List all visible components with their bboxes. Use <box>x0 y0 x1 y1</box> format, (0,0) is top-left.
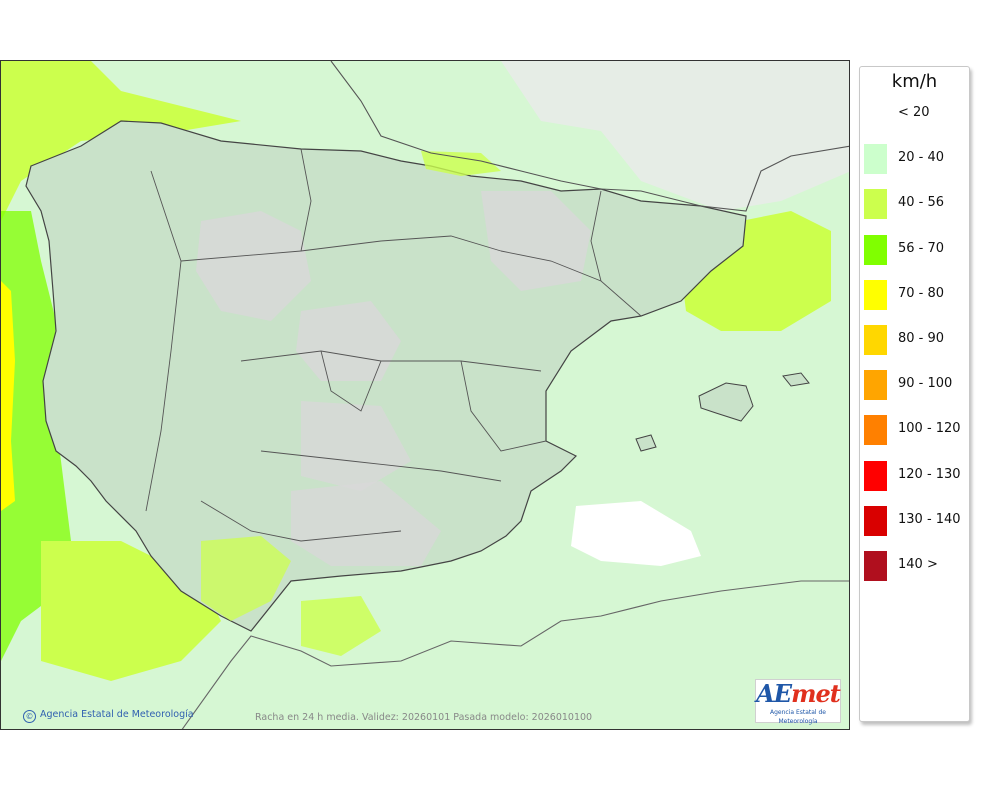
legend-swatch <box>864 505 887 536</box>
legend-item: 90 - 100 <box>864 370 968 401</box>
relief-meseta-norte <box>196 211 311 321</box>
credit-text: Agencia Estatal de Meteorología <box>40 709 194 720</box>
legend-item: 100 - 120 <box>864 415 968 446</box>
calm-zone-north <box>501 61 849 211</box>
island-menorca <box>782 372 810 387</box>
france-coast <box>330 61 849 212</box>
aemet-logo-subtitle: Agencia Estatal de Meteorología <box>769 709 826 725</box>
gust-patch-strait <box>201 536 291 621</box>
legend-panel: km/h < 20 20 - 40 40 - 56 56 - 70 70 - 80 80 … <box>859 66 970 722</box>
wind-gust-map: © Agencia Estatal de Meteorología Racha e… <box>0 60 850 730</box>
aemet-logo: AEmet Agencia Estatal de Meteorología <box>755 679 841 725</box>
calm-zone-mediterranean <box>571 501 701 566</box>
agency-credit: © Agencia Estatal de Meteorología <box>23 709 194 723</box>
legend-swatch <box>864 415 887 446</box>
legend-item: 140 > <box>864 551 968 581</box>
legend-item: 80 - 90 <box>864 325 968 355</box>
legend-label: 80 - 90 <box>898 331 945 346</box>
legend-title: km/h <box>891 71 938 92</box>
relief-betica <box>291 481 441 566</box>
legend-item: 20 - 40 <box>864 144 968 175</box>
legend-item: 40 - 56 <box>864 189 968 220</box>
relief-la-mancha <box>301 401 411 491</box>
legend-item: 70 - 80 <box>864 279 968 310</box>
legend-label: 100 - 120 <box>898 421 961 437</box>
relief-sistema-central <box>296 301 401 381</box>
copyright-icon: © <box>23 710 36 723</box>
legend-label: 40 - 56 <box>898 195 945 211</box>
aemet-logo-mark: AEmet <box>756 679 841 708</box>
legend-item: 56 - 70 <box>864 234 968 265</box>
map-canvas <box>1 61 849 729</box>
legend-swatch <box>864 144 887 175</box>
legend-label: 56 - 70 <box>898 240 945 256</box>
gust-patch-cantabrico <box>421 151 501 176</box>
legend-swatch <box>864 551 887 581</box>
legend-item: 130 - 140 <box>864 505 968 536</box>
legend-label: 140 > <box>898 557 938 572</box>
legend-label: < 20 <box>898 105 930 120</box>
legend-swatch <box>864 189 887 220</box>
legend-label: 20 - 40 <box>898 150 945 166</box>
legend-swatch <box>864 99 887 129</box>
gust-band-yellow <box>1 281 15 511</box>
regional-borders <box>145 148 642 542</box>
legend-label: 130 - 140 <box>898 511 961 527</box>
island-ibiza <box>635 434 657 452</box>
legend-item: 120 - 130 <box>864 460 968 491</box>
legend-swatch <box>864 279 887 310</box>
legend-label: 90 - 100 <box>898 376 953 392</box>
legend-swatch <box>864 460 887 491</box>
legend-item: < 20 <box>864 99 968 129</box>
island-mallorca <box>698 382 754 422</box>
legend-swatch <box>864 370 887 401</box>
gust-band-nw <box>1 61 241 221</box>
legend-swatch <box>864 325 887 355</box>
legend-label: 120 - 130 <box>898 466 961 482</box>
map-caption: Racha en 24 h media. Validez: 20260101 P… <box>255 712 593 723</box>
gust-patch-alboran <box>301 596 381 656</box>
legend-label: 70 - 80 <box>898 285 945 301</box>
legend-swatch <box>864 234 887 265</box>
north-africa <box>181 580 849 729</box>
